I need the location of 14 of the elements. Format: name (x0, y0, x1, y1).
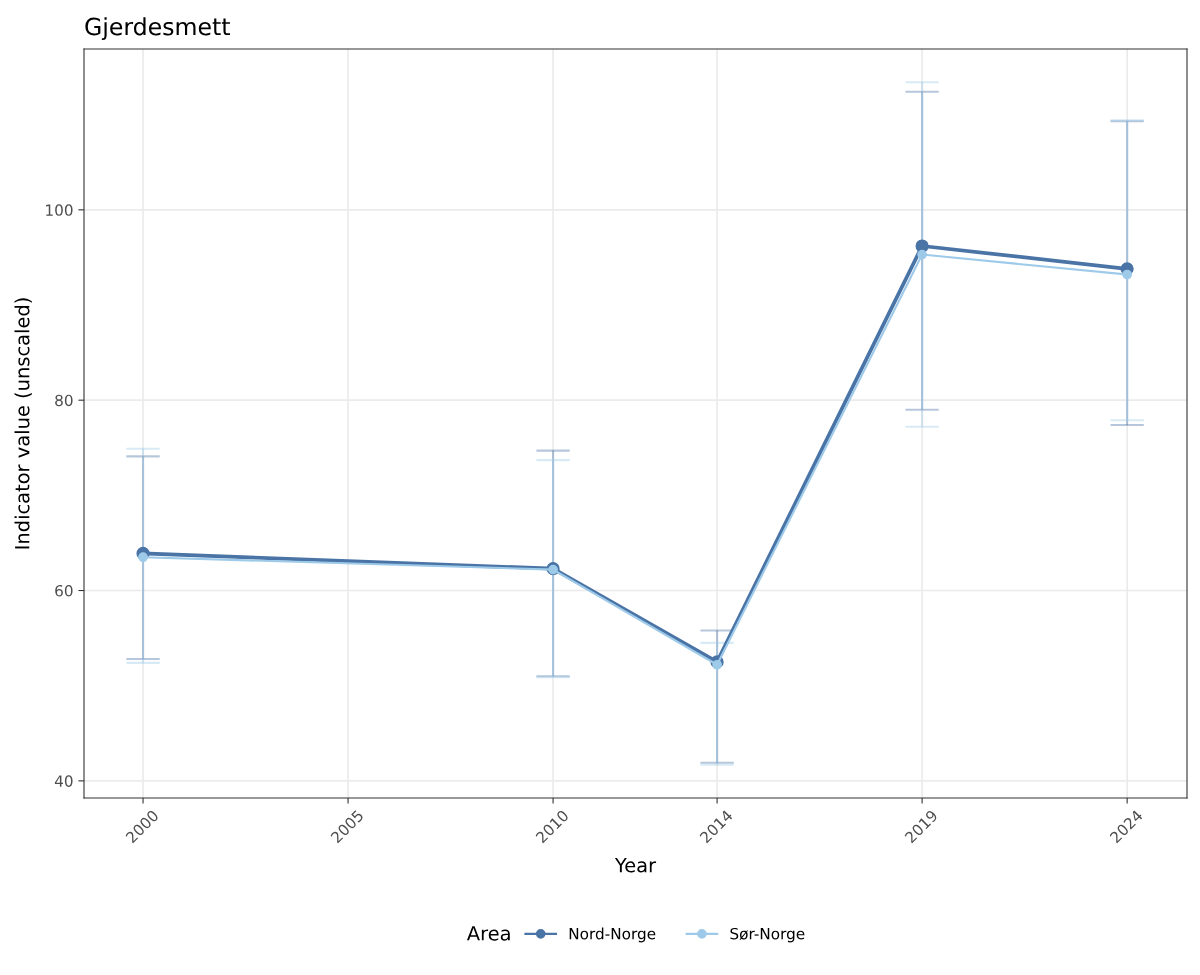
legend-label: Sør-Norge (730, 927, 805, 943)
y-tick-label: 100 (46, 204, 73, 216)
y-axis-title: Indicator value (unscaled) (14, 298, 32, 549)
legend-label: Nord-Norge (569, 927, 656, 943)
point (917, 249, 927, 260)
point (138, 552, 148, 563)
y-tick-label: 40 (54, 775, 73, 787)
point (712, 659, 722, 670)
point (1122, 269, 1132, 280)
y-tick-label: 80 (55, 394, 73, 407)
chart-title: Gjerdesmett (85, 17, 230, 41)
y-tick-label: 60 (55, 584, 73, 597)
legend-title: Area (466, 926, 510, 941)
x-axis-title: Year (614, 858, 657, 873)
